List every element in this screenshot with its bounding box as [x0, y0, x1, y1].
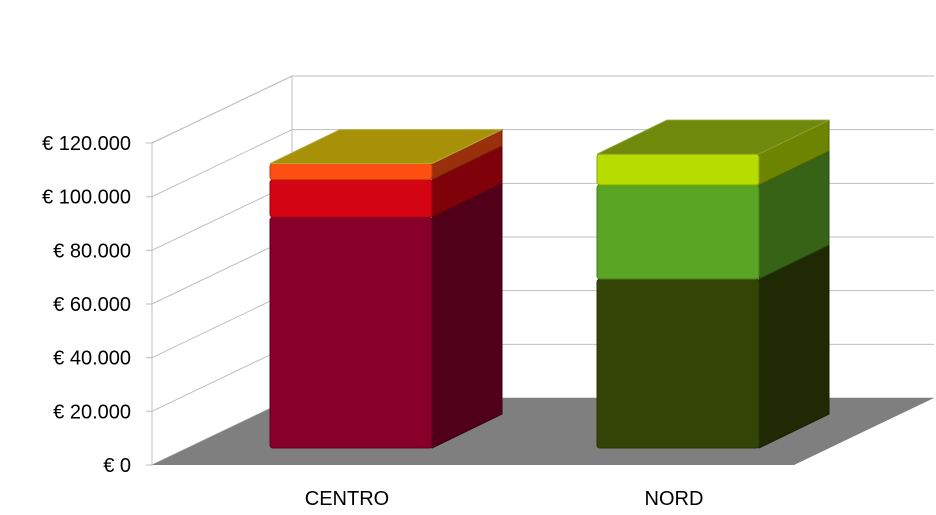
chart-bars	[269, 119, 830, 449]
bar-side-face	[758, 244, 830, 449]
bar-segment	[269, 144, 503, 219]
y-tick-label: € 100.000	[42, 187, 131, 209]
bar-top-face	[596, 119, 830, 155]
bar-front-face	[596, 184, 760, 280]
x-axis-tick-labels: CENTRO NORD	[305, 488, 704, 510]
bar-segment	[596, 244, 830, 449]
bar-segment	[596, 150, 830, 280]
y-axis-tick-labels: € 0 € 20.000 € 40.000 € 60.000 € 80.000 € 100…	[42, 133, 131, 477]
bar-front-face	[269, 179, 433, 218]
y-tick-label: € 20.000	[53, 401, 131, 423]
bar-segment	[269, 182, 503, 449]
y-tick-label: € 40.000	[53, 348, 131, 370]
bar-segment	[596, 119, 830, 186]
bar-front-face	[269, 216, 433, 449]
bar-segment	[269, 128, 503, 181]
y-tick-label: € 120.000	[42, 133, 131, 155]
x-tick-label: CENTRO	[305, 488, 389, 510]
bar-front-face	[596, 153, 760, 186]
gridline	[151, 75, 934, 144]
bar-side-face	[431, 182, 503, 449]
y-tick-label: € 0	[103, 455, 131, 477]
y-tick-label: € 80.000	[53, 240, 131, 262]
bar-front-face	[269, 163, 433, 181]
y-tick-label: € 60.000	[53, 294, 131, 316]
bar-top-face	[269, 129, 503, 165]
bar-front-face	[596, 278, 760, 449]
x-tick-label: NORD	[645, 488, 704, 510]
